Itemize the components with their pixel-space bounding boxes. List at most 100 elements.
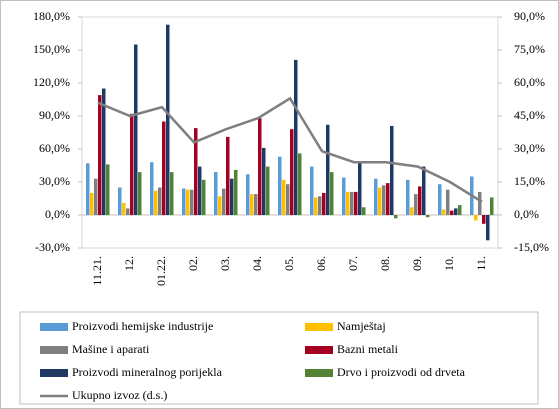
bar bbox=[98, 95, 102, 215]
bar bbox=[394, 215, 398, 219]
y2-tick-label: 15,0% bbox=[514, 174, 545, 188]
bar bbox=[246, 174, 250, 215]
y-tick-label: 0,0% bbox=[45, 207, 70, 221]
bar bbox=[326, 124, 330, 215]
y-tick-label: -30,0% bbox=[35, 240, 70, 254]
bar bbox=[254, 194, 258, 215]
y-tick-label: 30,0% bbox=[39, 174, 70, 188]
bar bbox=[422, 166, 426, 215]
y2-tick-label: 90,0% bbox=[514, 9, 545, 23]
bar bbox=[90, 193, 94, 215]
legend-label: Mašine i aparati bbox=[72, 342, 150, 356]
x-tick-label: 02. bbox=[186, 256, 200, 271]
bar bbox=[318, 196, 322, 215]
bar bbox=[226, 136, 230, 215]
legend-label: Proizvodi mineralnog porijekla bbox=[72, 365, 223, 379]
bar bbox=[410, 207, 414, 215]
bar bbox=[182, 188, 186, 215]
bar bbox=[378, 187, 382, 215]
bar bbox=[442, 209, 446, 215]
bar bbox=[126, 208, 130, 215]
bar bbox=[106, 164, 110, 215]
y-tick-label: 180,0% bbox=[33, 9, 70, 23]
x-tick-label: 05. bbox=[282, 256, 296, 271]
x-tick-label: 06. bbox=[314, 256, 328, 271]
bar bbox=[358, 163, 362, 215]
y-tick-label: 120,0% bbox=[33, 75, 70, 89]
bar bbox=[458, 205, 462, 215]
y2-tick-label: 0,0% bbox=[514, 207, 539, 221]
x-tick-label: 10. bbox=[442, 256, 456, 271]
bar bbox=[186, 189, 190, 215]
y2-tick-label: 75,0% bbox=[514, 42, 545, 56]
bar bbox=[230, 178, 234, 215]
legend-swatch bbox=[40, 369, 68, 377]
bar bbox=[158, 187, 162, 215]
legend-swatch bbox=[40, 346, 68, 354]
bar bbox=[170, 172, 174, 215]
bar bbox=[222, 188, 226, 215]
bar bbox=[198, 166, 202, 215]
bar bbox=[190, 189, 194, 215]
bar bbox=[386, 183, 390, 215]
bar bbox=[286, 184, 290, 215]
line-series bbox=[97, 96, 483, 203]
x-tick-label: 11. bbox=[474, 256, 488, 271]
bar bbox=[234, 169, 238, 215]
bar bbox=[150, 162, 154, 215]
x-tick-label: 08. bbox=[378, 256, 392, 271]
y2-tick-label: -15,0% bbox=[514, 240, 549, 254]
bar bbox=[350, 191, 354, 215]
legend-label: Proizvodi hemijske industrije bbox=[72, 319, 213, 333]
legend-swatch bbox=[305, 323, 333, 331]
legend-label: Bazni metali bbox=[337, 342, 399, 356]
bar bbox=[258, 118, 262, 215]
bar bbox=[390, 125, 394, 215]
x-tick-label: 12. bbox=[122, 256, 136, 271]
bar bbox=[166, 24, 170, 216]
bar bbox=[346, 191, 350, 215]
y-tick-label: 90,0% bbox=[39, 108, 70, 122]
bar bbox=[342, 177, 346, 215]
bar bbox=[374, 178, 378, 215]
bar bbox=[122, 202, 126, 215]
legend-swatch bbox=[40, 323, 68, 331]
y2-tick-label: 45,0% bbox=[514, 108, 545, 122]
bar bbox=[218, 196, 222, 215]
bar bbox=[118, 187, 122, 215]
bar bbox=[214, 172, 218, 215]
x-tick-label: 03. bbox=[218, 256, 232, 271]
bar bbox=[86, 163, 90, 215]
legend-label: Namještaj bbox=[337, 319, 386, 333]
bar bbox=[406, 179, 410, 215]
legend-swatch bbox=[305, 369, 333, 377]
bar bbox=[486, 215, 490, 241]
x-tick-label: 11.21. bbox=[90, 256, 104, 286]
bar bbox=[414, 194, 418, 215]
legend-box bbox=[19, 311, 539, 405]
bar bbox=[134, 44, 138, 215]
y2-tick-label: 60,0% bbox=[514, 75, 545, 89]
y2-tick-label: 30,0% bbox=[514, 141, 545, 155]
bar bbox=[450, 210, 454, 215]
bar bbox=[262, 147, 266, 215]
bar bbox=[354, 191, 358, 215]
x-tick-label: 01.22. bbox=[154, 256, 168, 286]
y-tick-label: 150,0% bbox=[33, 42, 70, 56]
bar bbox=[454, 208, 458, 215]
bar bbox=[138, 172, 142, 215]
bar bbox=[382, 185, 386, 215]
bar bbox=[154, 190, 158, 215]
bar bbox=[446, 189, 450, 215]
x-tick-label: 04. bbox=[250, 256, 264, 271]
bar bbox=[490, 197, 494, 215]
bar bbox=[266, 166, 270, 215]
x-tick-label: 09. bbox=[410, 256, 424, 271]
legend-label: Drvo i proizvodi od drveta bbox=[337, 365, 466, 379]
bar bbox=[294, 59, 298, 216]
bar bbox=[298, 153, 302, 215]
bar bbox=[438, 184, 442, 215]
bar bbox=[310, 166, 314, 215]
bar bbox=[314, 197, 318, 215]
